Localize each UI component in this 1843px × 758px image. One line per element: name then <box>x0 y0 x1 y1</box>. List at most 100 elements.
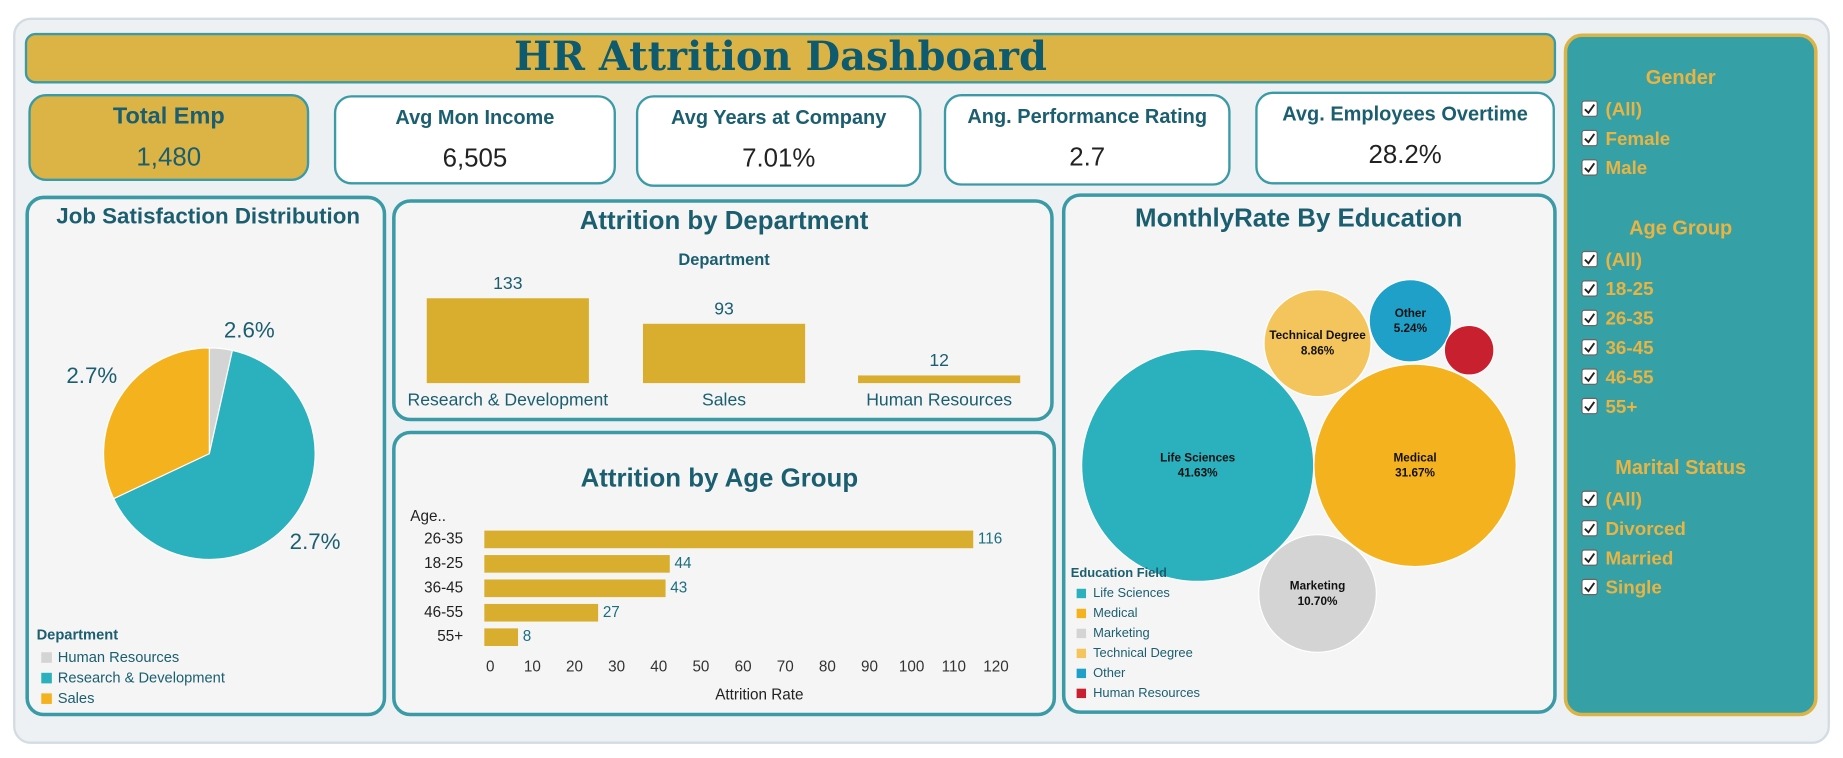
filter-option[interactable]: (All) <box>1605 249 1642 270</box>
bar <box>484 628 519 647</box>
legend-label: Sales <box>58 691 95 707</box>
filter-option[interactable]: Married <box>1605 547 1673 568</box>
x-tick-label: 100 <box>899 659 924 676</box>
x-tick-label: 10 <box>524 659 541 676</box>
bubble <box>1258 534 1377 653</box>
kpi-card <box>28 94 310 181</box>
filter-option[interactable]: (All) <box>1605 98 1642 119</box>
x-tick-label: 0 <box>486 659 495 676</box>
check-mark <box>1584 523 1596 534</box>
axis-title: Age.. <box>410 508 446 525</box>
filter-checkbox[interactable] <box>1581 520 1598 537</box>
data-label: 8 <box>523 628 532 645</box>
filter-checkbox[interactable] <box>1581 578 1598 596</box>
y-tick-label: 46-55 <box>424 604 463 621</box>
bubble <box>1368 279 1453 363</box>
check-mark <box>1584 104 1596 115</box>
legend-swatch <box>1076 628 1087 639</box>
legend-label: Human Resources <box>58 650 180 666</box>
legend-swatch <box>1076 688 1087 699</box>
filter-checkbox[interactable] <box>1581 250 1598 268</box>
chart-title: MonthlyRate By Education <box>1135 205 1462 233</box>
filter-option[interactable]: Divorced <box>1605 518 1685 539</box>
x-tick-label: 80 <box>819 659 836 676</box>
filter-checkbox[interactable] <box>1581 100 1598 117</box>
legend-swatch <box>1076 668 1087 679</box>
kpi-card <box>635 95 922 187</box>
legend-title: Education Field <box>1071 565 1167 580</box>
bar <box>858 375 1021 384</box>
x-tick-label: 120 <box>983 659 1008 676</box>
kpi-value: 7.01% <box>742 145 815 173</box>
filter-option[interactable]: Female <box>1605 128 1670 149</box>
x-tick-label: Research & Development <box>408 389 609 409</box>
filter-option[interactable]: 55+ <box>1605 396 1637 417</box>
legend-label: Research & Development <box>58 671 225 687</box>
check-mark <box>1584 401 1596 412</box>
check-mark <box>1584 133 1596 144</box>
bubble <box>1443 324 1495 376</box>
filter-checkbox[interactable] <box>1581 368 1598 385</box>
filter-option[interactable]: Male <box>1605 157 1647 178</box>
x-tick-label: Sales <box>702 389 746 409</box>
bar <box>642 323 806 384</box>
bar <box>484 579 666 598</box>
chart-title: Job Satisfaction Distribution <box>56 203 360 228</box>
filter-title: Gender <box>1646 67 1716 89</box>
filter-checkbox[interactable] <box>1581 280 1598 297</box>
bubble-value: 10.70% <box>1298 595 1338 608</box>
kpi-card <box>1255 91 1555 185</box>
filter-option[interactable]: Single <box>1605 577 1661 598</box>
filter-checkbox[interactable] <box>1581 159 1598 176</box>
filter-option[interactable]: (All) <box>1605 489 1642 510</box>
panel <box>392 430 1057 717</box>
legend-swatch <box>41 693 52 704</box>
legend-swatch <box>1076 588 1087 599</box>
filter-option[interactable]: 36-45 <box>1605 337 1653 358</box>
filter-title: Age Group <box>1629 217 1732 239</box>
bubble-value: 5.24% <box>1394 322 1428 335</box>
filter-checkbox[interactable] <box>1581 339 1598 356</box>
y-tick-label: 18-25 <box>424 555 463 572</box>
legend-label: Marketing <box>1093 625 1150 640</box>
legend-label: Life Sciences <box>1093 585 1170 600</box>
filter-checkbox[interactable] <box>1581 549 1598 566</box>
kpi-label: Ang. Performance Rating <box>967 106 1207 128</box>
filter-checkbox[interactable] <box>1581 129 1598 147</box>
legend-swatch <box>1076 648 1087 659</box>
bubble-label: Other <box>1395 307 1427 320</box>
check-mark <box>1584 342 1596 353</box>
kpi-value: 2.7 <box>1069 143 1105 171</box>
filter-option[interactable]: 18-25 <box>1605 278 1653 299</box>
bubble <box>1263 289 1372 398</box>
data-label: 27 <box>603 604 620 621</box>
filter-checkbox[interactable] <box>1581 309 1598 327</box>
check-mark <box>1584 162 1596 174</box>
bar <box>484 530 974 549</box>
bubble-label: Medical <box>1394 451 1437 464</box>
slice-annotation: 2.7% <box>290 529 341 554</box>
check-mark <box>1584 552 1596 564</box>
check-mark <box>1584 313 1596 324</box>
filter-option[interactable]: 46-55 <box>1605 366 1653 387</box>
y-tick-label: 55+ <box>437 628 463 645</box>
filter-title: Marital Status <box>1615 457 1746 479</box>
dashboard-title: HR Attrition Dashboard <box>514 33 1047 80</box>
slice-annotation: 2.7% <box>66 363 117 388</box>
x-tick-label: 40 <box>650 659 667 676</box>
filter-checkbox[interactable] <box>1581 490 1598 508</box>
y-tick-label: 26-35 <box>424 530 463 547</box>
bubble-label: Technical Degree <box>1269 329 1366 342</box>
x-tick-label: 50 <box>692 659 709 676</box>
filter-option[interactable]: 26-35 <box>1605 308 1653 329</box>
kpi-card <box>333 95 616 185</box>
check-mark <box>1584 371 1596 383</box>
pie-slice <box>112 349 316 560</box>
check-mark <box>1584 283 1596 295</box>
filter-checkbox[interactable] <box>1581 397 1598 415</box>
kpi-card <box>943 94 1231 186</box>
axis-title: Department <box>678 251 770 269</box>
kpi-value: 1,480 <box>136 143 201 171</box>
